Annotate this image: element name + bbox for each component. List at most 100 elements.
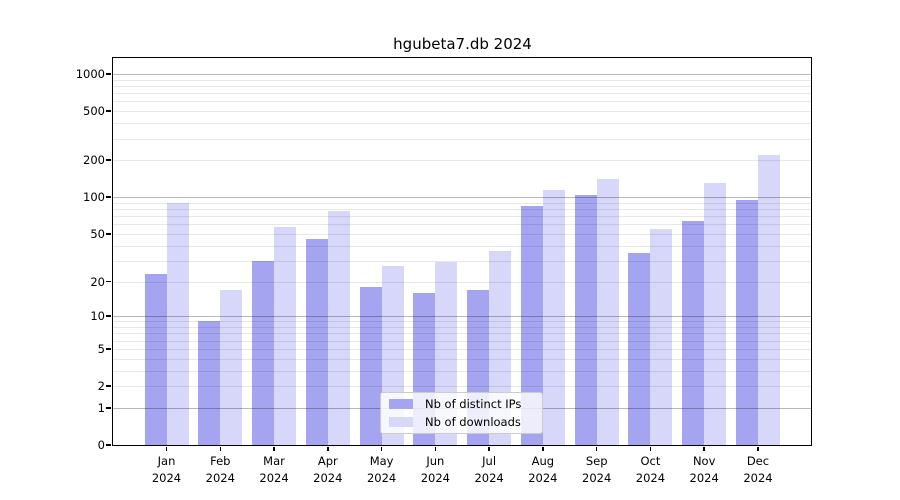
x-axis-tick (542, 446, 544, 451)
x-axis-tick-label: Feb 2024 (205, 454, 235, 485)
y-axis-tick-label: 50 (90, 226, 105, 241)
y-axis-tick-label: 100 (83, 190, 105, 205)
x-axis-tick (649, 446, 652, 451)
x-axis-tick-label: Sep 2024 (582, 454, 612, 485)
x-axis-tick-label: May 2024 (366, 454, 397, 485)
bar-downloads-jan (166, 202, 189, 445)
gridline-minor (113, 216, 811, 218)
gridline-minor (113, 101, 811, 103)
x-axis-tick-label: Aug 2024 (528, 454, 558, 485)
bar-distinct-ips-oct (628, 252, 651, 445)
y-axis-tick (106, 444, 111, 446)
gridline-minor (113, 123, 811, 125)
bar-distinct-ips-aug (520, 205, 543, 445)
legend-label-distinct-ips: Nb of distinct IPs (425, 396, 522, 411)
y-axis-tick-label: 1 (97, 400, 105, 415)
x-axis-tick (327, 446, 329, 451)
legend-swatch-distinct-ips (389, 399, 413, 409)
legend-swatch-downloads (389, 417, 413, 427)
bar-distinct-ips-nov (682, 220, 705, 445)
x-axis-tick (165, 446, 168, 451)
bar-downloads-feb (220, 289, 243, 445)
x-axis-tick (703, 446, 705, 451)
y-axis-tick-label: 200 (83, 153, 105, 168)
gridline-minor (113, 370, 811, 372)
x-axis-tick (219, 446, 222, 451)
bar-downloads-oct (650, 228, 673, 445)
x-axis-tick-label: Oct 2024 (635, 454, 666, 485)
gridline-minor (113, 233, 811, 235)
y-axis-tick-label: 10 (90, 309, 105, 324)
y-axis-tick-label: 20 (90, 274, 105, 289)
chart-legend: Nb of distinct IPs Nb of downloads (380, 392, 543, 434)
y-axis-tick (106, 280, 111, 283)
x-axis-tick-label: Nov 2024 (689, 454, 719, 485)
gridline-minor (113, 260, 811, 262)
gridline-minor (113, 85, 811, 87)
legend-item-downloads: Nb of downloads (389, 414, 534, 429)
chart-title: hgubeta7.db 2024 (393, 35, 532, 53)
legend-label-downloads: Nb of downloads (425, 414, 521, 429)
y-axis-tick (106, 407, 111, 409)
legend-item-distinct-ips: Nb of distinct IPs (389, 396, 534, 411)
x-axis-tick-label: Dec 2024 (743, 454, 773, 485)
bar-downloads-aug (542, 189, 565, 445)
gridline-major (113, 197, 811, 199)
gridline-minor (113, 358, 811, 360)
gridline-minor (113, 209, 811, 211)
bar-downloads-sep (596, 179, 619, 445)
y-axis-tick (106, 159, 111, 161)
gridline-minor (113, 79, 811, 81)
y-axis-tick (106, 233, 111, 235)
gridline-minor (113, 321, 811, 323)
bar-distinct-ips-dec (735, 199, 758, 445)
bar-distinct-ips-jan (144, 274, 167, 445)
x-axis-tick (434, 446, 437, 451)
bar-downloads-nov (704, 183, 727, 445)
x-axis-tick (595, 446, 598, 451)
bar-downloads-mar (274, 226, 297, 445)
x-axis-tick (380, 446, 383, 451)
bar-distinct-ips-apr (305, 239, 328, 445)
x-axis-tick-label: Jun 2024 (420, 454, 450, 485)
gridline-minor (113, 93, 811, 95)
y-axis-tick-label: 5 (97, 341, 105, 356)
bar-distinct-ips-sep (574, 194, 597, 445)
gridline-minor (113, 160, 811, 162)
gridline-minor (113, 202, 811, 204)
bar-downloads-apr (327, 211, 350, 445)
x-axis-tick-label: Mar 2024 (259, 454, 289, 485)
gridline-minor (113, 281, 811, 283)
gridline-minor (113, 111, 811, 113)
bar-distinct-ips-mar (252, 260, 275, 445)
gridline-major (113, 316, 811, 318)
x-axis-tick-label: Apr 2024 (313, 454, 343, 485)
gridline-minor (113, 333, 811, 335)
y-axis-tick (106, 315, 111, 317)
y-axis-tick (106, 385, 111, 387)
x-axis-tick-label: Jul 2024 (474, 454, 504, 485)
bar-distinct-ips-may (359, 286, 382, 445)
x-axis-tick (488, 446, 490, 451)
gridline-minor (113, 138, 811, 140)
bar-downloads-dec (757, 155, 780, 445)
plot-area: Nb of distinct IPs Nb of downloads 0 1 2 5 1… (76, 57, 812, 485)
gridline-minor (113, 386, 811, 387)
gridline-minor (113, 327, 811, 328)
y-axis-tick (106, 348, 111, 350)
y-axis-tick (106, 73, 111, 75)
gridline-minor (113, 224, 811, 226)
gridline-minor (113, 245, 811, 247)
bar-distinct-ips-feb (198, 321, 221, 445)
y-axis-tick-label: 2 (97, 379, 105, 393)
gridline-minor (113, 340, 811, 342)
gridline-minor (113, 348, 811, 350)
y-axis-tick (106, 110, 111, 112)
y-axis-tick-label: 500 (83, 104, 105, 119)
y-axis-tick-label: 1000 (75, 67, 105, 81)
y-axis-tick (106, 196, 111, 198)
gridline-major (113, 74, 811, 75)
x-axis-tick (273, 446, 275, 451)
x-axis-tick (757, 446, 759, 451)
